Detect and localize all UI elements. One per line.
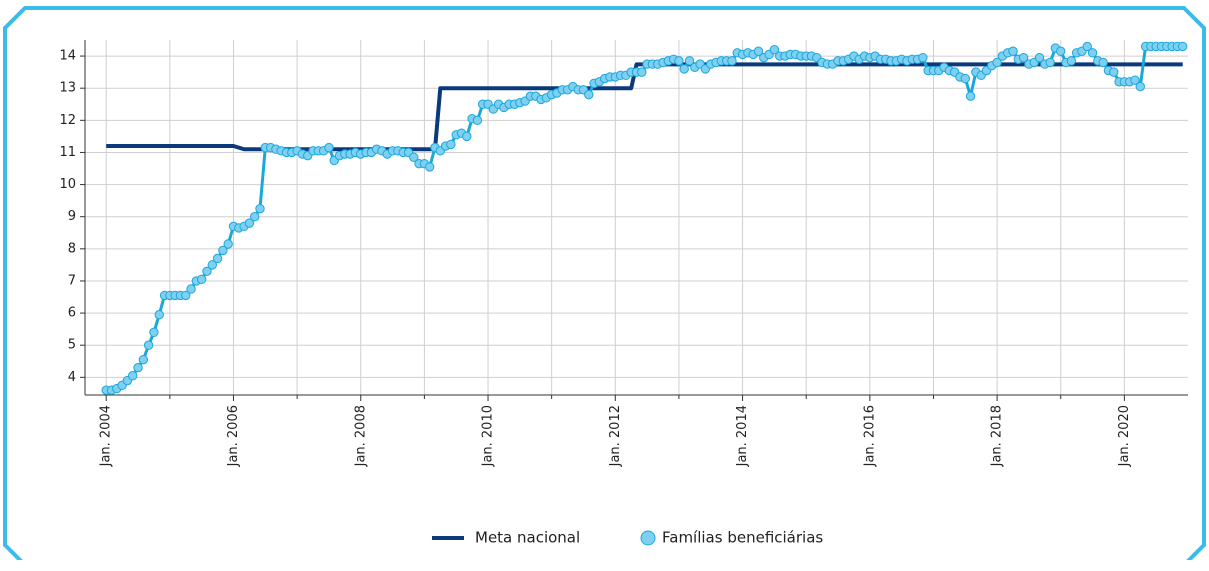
- data-point: [992, 57, 1002, 68]
- y-tick-label: 7: [68, 273, 76, 288]
- data-point: [446, 139, 456, 150]
- data-point: [244, 218, 255, 228]
- data-point: [1018, 52, 1029, 63]
- series-line: [106, 62, 1183, 152]
- data-point: [218, 245, 228, 256]
- data-point: [249, 211, 260, 222]
- data-point: [128, 371, 138, 381]
- data-point: [1034, 52, 1045, 63]
- data-point: [196, 274, 207, 285]
- x-tick-label: Jan. 2008: [353, 405, 368, 467]
- data-point: [133, 362, 143, 373]
- data-point: [965, 91, 976, 101]
- y-tick-label: 13: [59, 81, 76, 96]
- series-line: [106, 44, 1183, 392]
- y-tick-label: 4: [68, 370, 76, 385]
- data-point: [674, 56, 684, 66]
- data-point: [637, 67, 647, 77]
- data-point: [1045, 57, 1055, 68]
- x-tick-label: Jan. 2016: [862, 405, 877, 467]
- data-point: [1109, 67, 1119, 77]
- data-point: [1130, 75, 1140, 85]
- y-tick-label: 12: [59, 113, 76, 128]
- data-point: [149, 327, 159, 338]
- data-point: [186, 284, 196, 294]
- data-point: [584, 89, 594, 100]
- data-point: [684, 56, 695, 66]
- x-tick-label: Jan. 2020: [1117, 405, 1132, 467]
- x-tick-label: Jan. 2014: [735, 405, 750, 467]
- data-point: [223, 239, 233, 249]
- data-point: [324, 142, 334, 153]
- legend-label: Meta nacional: [475, 529, 580, 547]
- y-tick-label: 14: [59, 49, 76, 64]
- x-tick-label: Jan. 2004: [99, 405, 114, 467]
- data-point: [255, 203, 265, 214]
- data-point: [472, 115, 483, 126]
- y-tick-label: 9: [68, 209, 76, 224]
- data-point: [138, 354, 149, 365]
- data-point: [727, 56, 737, 66]
- data-point: [1056, 46, 1066, 56]
- x-tick-label: Jan. 2012: [608, 405, 623, 467]
- data-point: [181, 290, 191, 301]
- y-tick-label: 6: [68, 306, 76, 321]
- data-point: [462, 131, 472, 142]
- x-tick-label: Jan. 2006: [226, 405, 241, 467]
- data-point: [1177, 41, 1188, 52]
- data-point: [154, 309, 164, 320]
- y-tick-label: 5: [68, 338, 76, 353]
- data-point: [960, 73, 970, 84]
- data-point: [202, 266, 212, 277]
- y-tick-label: 11: [59, 145, 76, 160]
- data-point: [1082, 41, 1092, 52]
- data-point: [207, 260, 217, 270]
- data-point: [409, 152, 419, 162]
- data-point: [143, 340, 154, 350]
- legend-marker: [640, 530, 656, 546]
- legend-label: Famílias beneficiárias: [662, 529, 823, 547]
- data-point: [1066, 56, 1077, 66]
- y-tick-label: 10: [59, 177, 76, 192]
- frame: [3, 6, 1206, 567]
- y-tick-label: 8: [68, 241, 76, 256]
- data-point: [679, 64, 689, 74]
- data-point: [1098, 57, 1108, 68]
- data-point: [769, 44, 780, 55]
- data-point: [212, 253, 223, 264]
- data-point: [424, 162, 435, 172]
- data-point: [753, 46, 764, 56]
- x-tick-label: Jan. 2018: [990, 405, 1005, 467]
- frame-cut: [2, 560, 1207, 571]
- data-point: [1135, 81, 1145, 92]
- data-point: [1008, 46, 1018, 56]
- x-tick-label: Jan. 2010: [481, 405, 496, 467]
- data-point: [1087, 48, 1098, 58]
- data-point: [918, 52, 928, 63]
